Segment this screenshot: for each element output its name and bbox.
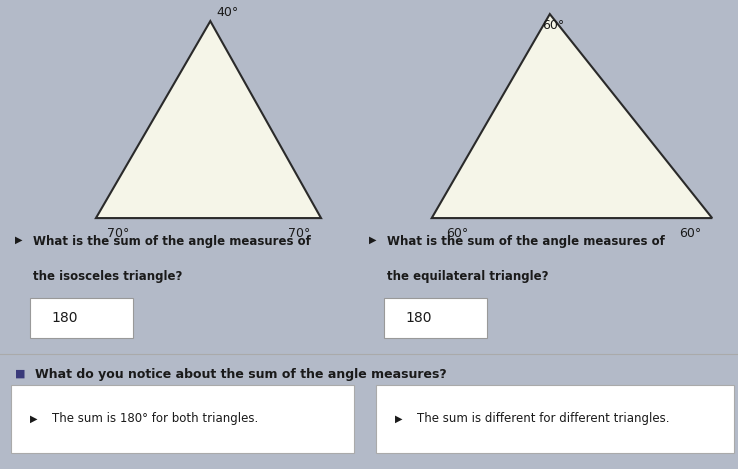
FancyBboxPatch shape xyxy=(11,385,354,453)
Text: 70°: 70° xyxy=(288,227,310,241)
Text: What is the sum of the angle measures of: What is the sum of the angle measures of xyxy=(387,234,666,248)
Text: 180: 180 xyxy=(52,311,78,325)
Text: ▶: ▶ xyxy=(395,414,402,424)
Text: The sum is different for different triangles.: The sum is different for different trian… xyxy=(417,412,669,425)
Text: 60°: 60° xyxy=(679,227,701,241)
Text: The sum is 180° for both triangles.: The sum is 180° for both triangles. xyxy=(52,412,258,425)
Text: ▶: ▶ xyxy=(369,234,376,244)
Text: ▶: ▶ xyxy=(30,414,37,424)
Polygon shape xyxy=(432,14,712,218)
Text: 70°: 70° xyxy=(107,227,129,241)
Text: ■: ■ xyxy=(15,368,25,378)
FancyBboxPatch shape xyxy=(30,298,133,338)
FancyBboxPatch shape xyxy=(384,298,487,338)
Text: What do you notice about the sum of the angle measures?: What do you notice about the sum of the … xyxy=(35,368,447,381)
Text: 40°: 40° xyxy=(216,6,238,19)
Text: 180: 180 xyxy=(406,311,432,325)
Text: the isosceles triangle?: the isosceles triangle? xyxy=(33,270,182,283)
FancyBboxPatch shape xyxy=(376,385,734,453)
Text: 60°: 60° xyxy=(542,19,565,32)
Text: ▶: ▶ xyxy=(15,234,22,244)
Text: What is the sum of the angle measures of: What is the sum of the angle measures of xyxy=(33,234,311,248)
Text: 60°: 60° xyxy=(446,227,469,241)
Text: the equilateral triangle?: the equilateral triangle? xyxy=(387,270,549,283)
Polygon shape xyxy=(96,21,321,218)
